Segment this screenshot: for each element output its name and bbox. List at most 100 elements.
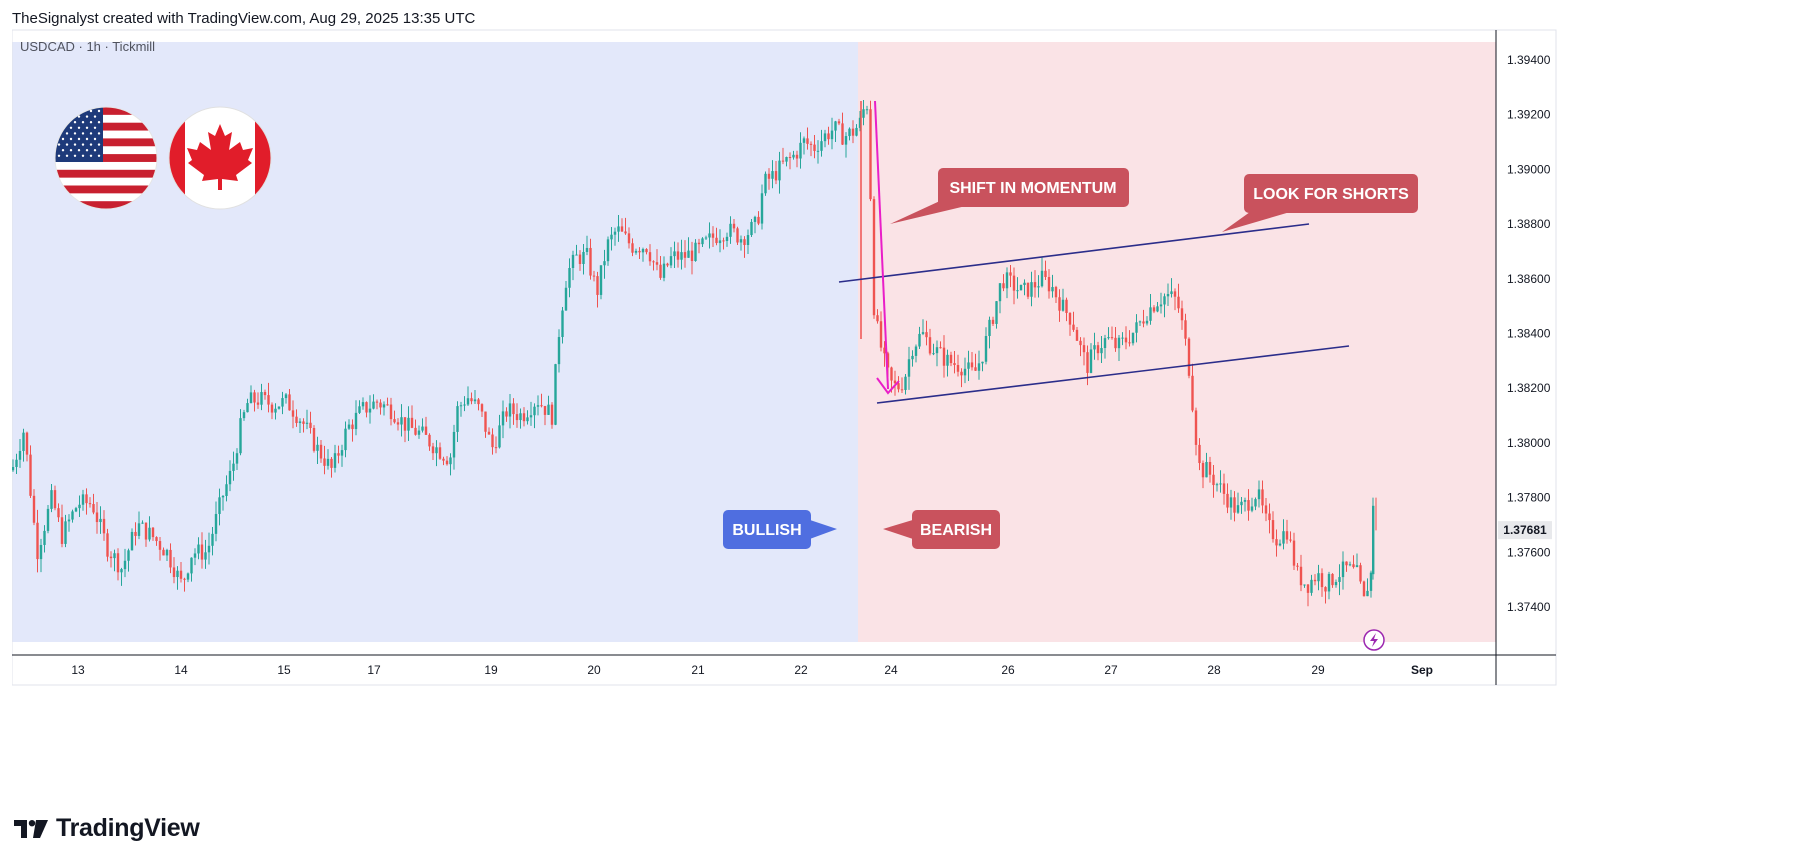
candle-body bbox=[113, 553, 116, 559]
candle-body bbox=[729, 223, 732, 237]
candle-body bbox=[802, 138, 806, 143]
candle-body bbox=[599, 265, 603, 295]
candle-body bbox=[928, 337, 932, 354]
candle-body bbox=[1051, 287, 1054, 292]
candle-body bbox=[267, 395, 270, 405]
candle-body bbox=[1334, 581, 1338, 586]
lightning-icon[interactable] bbox=[1363, 629, 1385, 651]
candle-body bbox=[708, 233, 711, 238]
tradingview-logo[interactable]: TradingView bbox=[14, 814, 200, 843]
candle-body bbox=[330, 458, 333, 468]
candle-body bbox=[666, 263, 669, 266]
candle-body bbox=[956, 365, 960, 372]
symbol-label: USDCAD · 1h · Tickmill bbox=[20, 39, 155, 54]
candle-body bbox=[799, 142, 802, 159]
candle-body bbox=[746, 235, 750, 246]
candle-body bbox=[1044, 270, 1047, 278]
time-tick-label: Sep bbox=[1411, 663, 1433, 677]
candle-body bbox=[428, 434, 431, 447]
candle-body bbox=[172, 567, 176, 578]
channel-lower-line bbox=[876, 345, 1350, 404]
candle-body bbox=[193, 553, 197, 558]
candle-body bbox=[242, 412, 246, 419]
candle-body bbox=[207, 545, 211, 553]
candle-body bbox=[1215, 484, 1219, 486]
candle-body bbox=[260, 392, 263, 405]
candle-body bbox=[1236, 505, 1240, 513]
time-tick-label: 22 bbox=[794, 663, 808, 677]
candle-body bbox=[403, 417, 407, 431]
candle-body bbox=[1264, 505, 1268, 514]
candle-body bbox=[1233, 497, 1236, 513]
candle-body bbox=[81, 494, 85, 505]
time-tick-label: 27 bbox=[1104, 663, 1118, 677]
candle-body bbox=[200, 544, 204, 560]
candle-body bbox=[431, 446, 435, 454]
candle-body bbox=[71, 511, 74, 520]
look-for-shorts-label: LOOK FOR SHORTS bbox=[1222, 174, 1418, 232]
candle-body bbox=[337, 453, 340, 456]
candle-body bbox=[596, 276, 599, 295]
candle-body bbox=[785, 157, 788, 162]
look-for-shorts-text: LOOK FOR SHORTS bbox=[1253, 186, 1409, 203]
candle-body bbox=[970, 362, 974, 368]
candle-body bbox=[1040, 270, 1044, 287]
candle-body bbox=[942, 347, 946, 366]
candle-body bbox=[1030, 282, 1033, 297]
candle-body bbox=[1362, 581, 1366, 597]
candle-body bbox=[1012, 275, 1016, 291]
candle-body bbox=[631, 243, 634, 253]
candle-body bbox=[606, 239, 610, 262]
time-tick-label: 28 bbox=[1207, 663, 1221, 677]
price-tick-label: 1.38400 bbox=[1507, 327, 1551, 341]
candle-body bbox=[1110, 337, 1114, 339]
candle-body bbox=[452, 431, 456, 458]
candle-body bbox=[694, 242, 697, 262]
candle-body bbox=[179, 570, 183, 579]
candle-body bbox=[1243, 500, 1247, 502]
candle-body bbox=[64, 521, 67, 544]
candle-body bbox=[410, 417, 414, 428]
candle-body bbox=[939, 347, 942, 349]
candle-body bbox=[148, 527, 151, 540]
candle-body bbox=[764, 173, 767, 194]
candle-body bbox=[508, 403, 512, 417]
candle-body bbox=[1180, 308, 1184, 321]
candle-body bbox=[1047, 277, 1051, 292]
candle-body bbox=[592, 275, 596, 277]
candle-body bbox=[32, 495, 36, 523]
candle-body bbox=[1257, 489, 1261, 500]
candle-body bbox=[886, 353, 890, 368]
candle-body bbox=[1285, 531, 1289, 540]
candle-body bbox=[144, 522, 148, 540]
candle-body bbox=[239, 418, 242, 454]
candle-body bbox=[176, 570, 179, 578]
candle-body bbox=[893, 380, 897, 384]
candle-body bbox=[379, 402, 382, 408]
candle-body bbox=[151, 527, 155, 538]
candle-body bbox=[704, 237, 708, 239]
candle-body bbox=[960, 371, 963, 376]
candle-body bbox=[225, 484, 228, 497]
candle-body bbox=[907, 359, 911, 377]
candle-body bbox=[515, 414, 519, 421]
candle-body bbox=[11, 467, 15, 471]
price-chart[interactable]: SHIFT IN MOMENTUM LOOK FOR SHORTS BULLIS… bbox=[11, 0, 1802, 800]
candle-body bbox=[1131, 332, 1135, 344]
time-axis[interactable]: 13 14 15 17 19 20 21 22 24 26 27 28 29 Sep bbox=[71, 663, 1433, 677]
candle-body bbox=[78, 504, 81, 509]
chart-frame[interactable]: SHIFT IN MOMENTUM LOOK FOR SHORTS BULLIS… bbox=[11, 0, 1802, 800]
candle-body bbox=[1016, 290, 1019, 292]
price-axis[interactable]: 1.39400 1.39200 1.39000 1.38800 1.38600 1.384… bbox=[1507, 53, 1551, 614]
candle-body bbox=[382, 404, 386, 408]
candle-body bbox=[218, 497, 221, 514]
plot-border bbox=[11, 29, 1557, 686]
candle-body bbox=[333, 453, 337, 468]
candle-body bbox=[389, 404, 393, 420]
candle-body bbox=[1145, 320, 1149, 324]
candle-body bbox=[1247, 500, 1250, 511]
candle-body bbox=[1093, 345, 1096, 350]
candle-body bbox=[95, 512, 99, 523]
candle-body bbox=[1331, 573, 1334, 586]
candle-body bbox=[123, 560, 127, 570]
